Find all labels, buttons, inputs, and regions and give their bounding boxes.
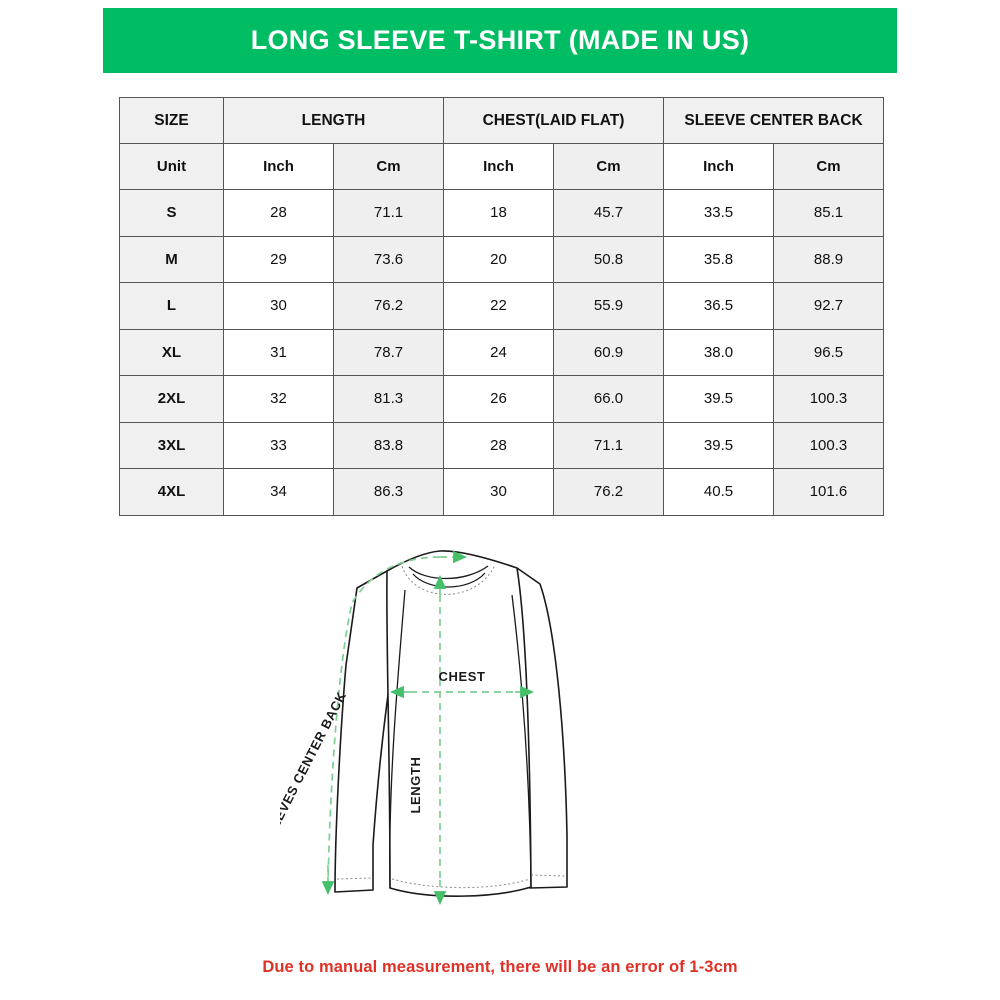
right-cuff-stitch	[530, 874, 567, 877]
cell-sleeve-cm: 85.1	[773, 189, 884, 237]
cell-sleeve-inch: 39.5	[663, 375, 774, 423]
measurement-disclaimer: Due to manual measurement, there will be…	[262, 958, 738, 976]
table-unit-sleeve-inch: Inch	[663, 143, 774, 190]
cell-length-cm: 78.7	[333, 328, 444, 376]
cell-length-inch: 32	[223, 375, 334, 423]
cell-length-cm: 81.3	[333, 375, 444, 423]
shirt-illustration	[334, 550, 568, 897]
cell-sleeve-cm: 100.3	[773, 375, 884, 423]
cell-sleeve-inch: 38.0	[663, 328, 774, 376]
cell-length-cm: 76.2	[333, 282, 444, 330]
cell-length-inch: 28	[223, 189, 334, 237]
chest-label: CHEST	[438, 669, 485, 684]
page-title: LONG SLEEVE T-SHIRT (MADE IN US)	[250, 25, 750, 55]
cell-chest-cm: 60.9	[553, 328, 664, 376]
cell-sleeve-cm: 96.5	[773, 328, 884, 376]
cell-chest-inch: 26	[443, 375, 554, 423]
collar-stitch	[401, 564, 496, 595]
cell-sleeve-inch: 33.5	[663, 189, 774, 237]
measurement-guides	[321, 550, 535, 906]
cell-chest-cm: 76.2	[553, 468, 664, 516]
cell-size: S	[119, 189, 224, 237]
table-row: L 30 76.2 22 55.9 36.5 92.7	[119, 282, 884, 330]
cell-sleeve-inch: 35.8	[663, 235, 774, 283]
cell-size: 4XL	[119, 468, 224, 516]
size-chart-body: S 28 71.1 18 45.7 33.5 85.1 M 29 73.6 20 50.8 35.8 88…	[119, 189, 884, 516]
cell-sleeve-cm: 88.9	[773, 235, 884, 283]
table-unit-chest-cm: Cm	[553, 143, 664, 190]
table-row: 2XL 32 81.3 26 66.0 39.5 100.3	[119, 375, 884, 423]
cell-sleeve-cm: 100.3	[773, 421, 884, 469]
table-row: 4XL 34 86.3 30 76.2 40.5 101.6	[119, 468, 884, 516]
table-unit-label: Unit	[119, 143, 224, 190]
cell-chest-inch: 22	[443, 282, 554, 330]
collar-inner	[412, 572, 486, 588]
table-row: S 28 71.1 18 45.7 33.5 85.1	[119, 189, 884, 237]
cell-length-cm: 86.3	[333, 468, 444, 516]
table-group-header-sleeve: SLEEVE CENTER BACK	[663, 97, 884, 144]
cell-sleeve-inch: 39.5	[663, 421, 774, 469]
length-label: LENGTH	[408, 756, 423, 813]
cell-size: L	[119, 282, 224, 330]
cell-sleeve-cm: 92.7	[773, 282, 884, 330]
cell-chest-inch: 20	[443, 235, 554, 283]
cell-length-inch: 33	[223, 421, 334, 469]
size-chart-table: SIZE LENGTH CHEST(LAID FLAT) SLEEVE CENT…	[119, 97, 884, 516]
table-row: M 29 73.6 20 50.8 35.8 88.9	[119, 235, 884, 283]
cell-chest-inch: 28	[443, 421, 554, 469]
right-shoulder-seam	[511, 594, 532, 888]
cell-chest-cm: 66.0	[553, 375, 664, 423]
cell-size: XL	[119, 328, 224, 376]
table-unit-header-row: Unit Inch Cm Inch Cm Inch Cm	[119, 143, 884, 190]
cell-size: 3XL	[119, 421, 224, 469]
table-unit-length-inch: Inch	[223, 143, 334, 190]
cell-length-inch: 29	[223, 235, 334, 283]
cell-size: 2XL	[119, 375, 224, 423]
left-shoulder-seam	[389, 589, 406, 889]
cell-sleeve-inch: 40.5	[663, 468, 774, 516]
cell-length-inch: 30	[223, 282, 334, 330]
cell-chest-cm: 50.8	[553, 235, 664, 283]
table-unit-chest-inch: Inch	[443, 143, 554, 190]
table-group-header-row: SIZE LENGTH CHEST(LAID FLAT) SLEEVE CENT…	[119, 97, 884, 144]
hem-stitch	[391, 878, 531, 889]
cell-length-cm: 73.6	[333, 235, 444, 283]
cell-size: M	[119, 235, 224, 283]
table-unit-length-cm: Cm	[333, 143, 444, 190]
table-row: XL 31 78.7 24 60.9 38.0 96.5	[119, 328, 884, 376]
table-group-header-size: SIZE	[119, 97, 224, 144]
table-group-header-length: LENGTH	[223, 97, 444, 144]
cell-sleeve-cm: 101.6	[773, 468, 884, 516]
table-row: 3XL 33 83.8 28 71.1 39.5 100.3	[119, 421, 884, 469]
cell-chest-inch: 30	[443, 468, 554, 516]
cell-chest-inch: 18	[443, 189, 554, 237]
cell-chest-cm: 71.1	[553, 421, 664, 469]
table-group-header-chest: CHEST(LAID FLAT)	[443, 97, 664, 144]
cell-length-inch: 34	[223, 468, 334, 516]
garment-measurement-diagram: CHEST LENGTH SLEEVES CENTER BACK	[280, 535, 730, 925]
left-cuff-stitch	[336, 877, 373, 880]
cell-chest-cm: 55.9	[553, 282, 664, 330]
cell-length-cm: 71.1	[333, 189, 444, 237]
cell-chest-inch: 24	[443, 328, 554, 376]
cell-sleeve-inch: 36.5	[663, 282, 774, 330]
cell-length-cm: 83.8	[333, 421, 444, 469]
cell-length-inch: 31	[223, 328, 334, 376]
table-unit-sleeve-cm: Cm	[773, 143, 884, 190]
shirt-torso	[386, 550, 532, 897]
header-banner: LONG SLEEVE T-SHIRT (MADE IN US)	[103, 8, 897, 73]
cell-chest-cm: 45.7	[553, 189, 664, 237]
